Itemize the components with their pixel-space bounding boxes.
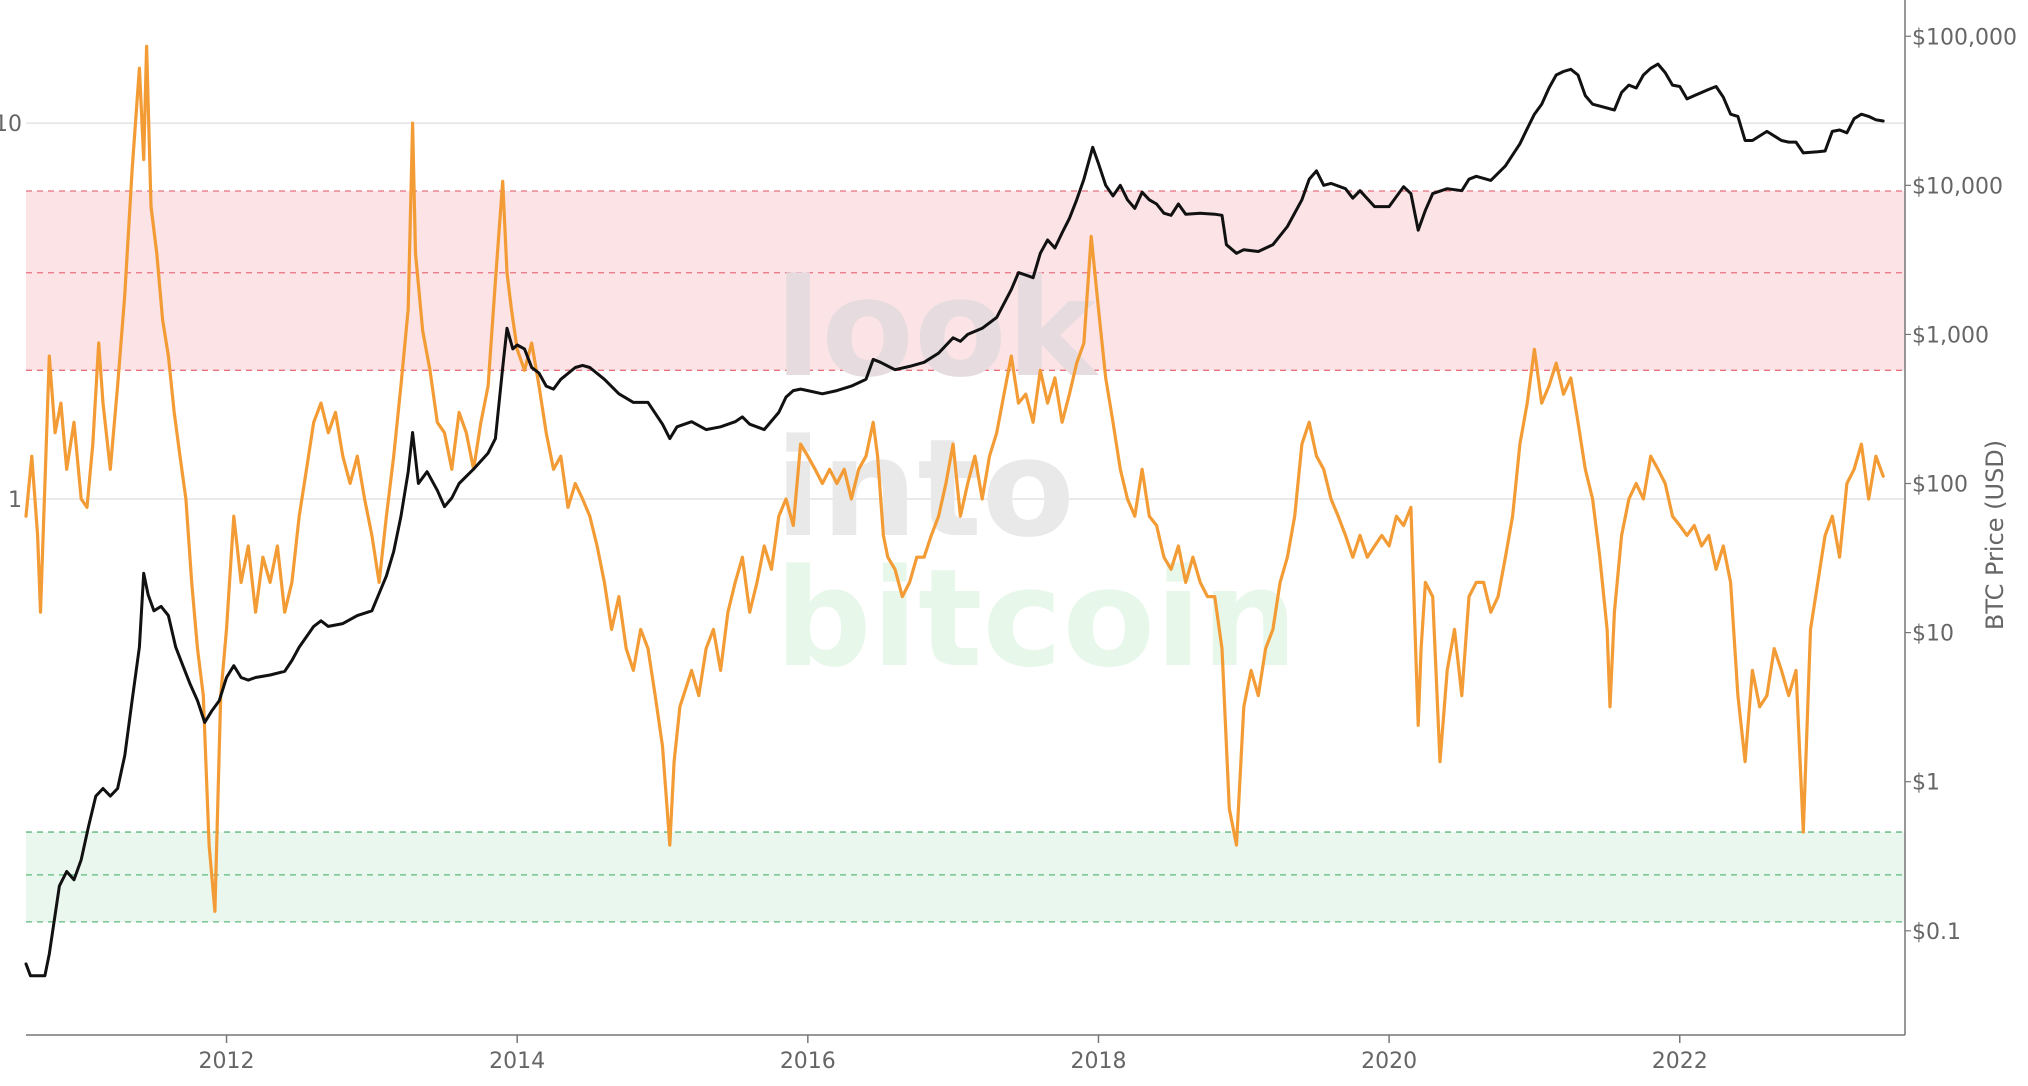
right-tick-label: $0.1 xyxy=(1912,920,1961,945)
right-tick-label: $1,000 xyxy=(1912,323,1989,348)
right-tick-label: $100,000 xyxy=(1912,25,2017,50)
right-tick-label: $10 xyxy=(1912,622,1954,647)
watermark-word: bitcoin xyxy=(775,540,1298,697)
x-tick-label: 2012 xyxy=(199,1049,255,1074)
x-tick-label: 2016 xyxy=(780,1049,836,1074)
watermark-word: look xyxy=(775,250,1100,407)
watermark-word: into xyxy=(775,410,1075,567)
x-tick-label: 2014 xyxy=(489,1049,545,1074)
x-tick-label: 2022 xyxy=(1652,1049,1708,1074)
x-tick-label: 2020 xyxy=(1361,1049,1417,1074)
left-tick-label: 10 xyxy=(0,112,22,137)
series-lines xyxy=(24,44,1885,978)
band-overvalued xyxy=(26,190,1905,371)
right-axis-title: BTC Price (USD) xyxy=(1981,440,2009,630)
right-tick-label: $100 xyxy=(1912,473,1968,498)
zone-bands xyxy=(26,190,1905,923)
x-tick-label: 2018 xyxy=(1070,1049,1126,1074)
left-tick-label: 1 xyxy=(8,488,22,513)
series-line-1 xyxy=(24,44,1885,913)
band-undervalued xyxy=(26,832,1905,922)
series-line-2 xyxy=(24,62,1885,978)
right-tick-label: $1 xyxy=(1912,771,1940,796)
right-tick-label: $10,000 xyxy=(1912,174,2003,199)
